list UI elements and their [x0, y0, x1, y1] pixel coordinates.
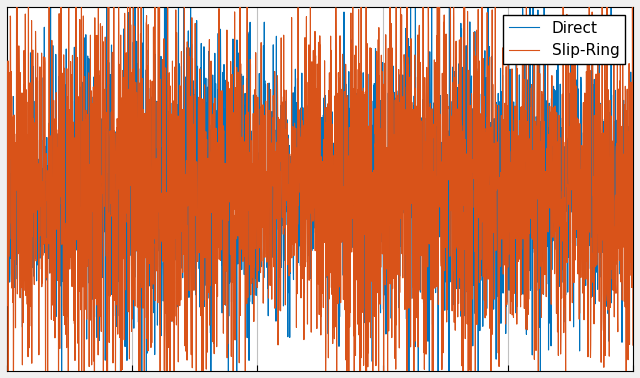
Slip-Ring [243, 0, 251, 5]
Direct [3, 163, 11, 167]
Direct [270, 178, 278, 183]
Slip-Ring [617, 280, 625, 284]
Legend: Direct, Slip-Ring: Direct, Slip-Ring [502, 15, 625, 64]
Direct [617, 154, 625, 158]
Direct [243, 255, 251, 260]
Slip-Ring [271, 198, 278, 203]
Direct [111, 314, 119, 318]
Slip-Ring [74, 94, 82, 99]
Direct [629, 194, 637, 199]
Line: Slip-Ring: Slip-Ring [7, 0, 633, 378]
Slip-Ring [629, 343, 637, 347]
Direct [74, 170, 82, 174]
Line: Direct: Direct [7, 0, 633, 378]
Direct [550, 84, 557, 88]
Slip-Ring [3, 271, 11, 275]
Slip-Ring [550, 145, 557, 150]
